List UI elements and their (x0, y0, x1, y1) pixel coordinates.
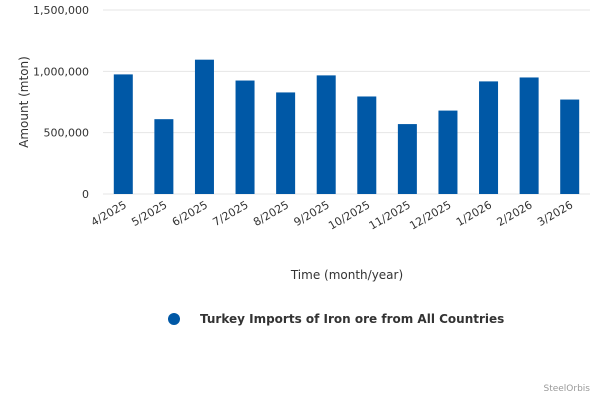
bar[interactable] (479, 81, 499, 194)
x-tick-label: 1/2026 (454, 198, 494, 229)
x-tick-label: 11/2025 (367, 198, 413, 232)
bar[interactable] (357, 96, 377, 194)
x-tick-label: 5/2025 (129, 198, 169, 229)
bar[interactable] (276, 92, 296, 194)
bar[interactable] (113, 74, 133, 194)
x-tick-label: 9/2025 (292, 198, 332, 229)
y-tick-label: 0 (82, 188, 89, 201)
x-tick-label: 10/2025 (326, 198, 372, 232)
bar[interactable] (519, 77, 539, 194)
legend[interactable]: Turkey Imports of Iron ore from All Coun… (168, 312, 504, 326)
x-tick-label: 2/2026 (495, 198, 535, 229)
x-tick-label: 12/2025 (407, 198, 453, 232)
y-axis-title: Amount (mton) (17, 56, 31, 148)
y-tick-label: 1,500,000 (33, 4, 89, 17)
bar[interactable] (235, 80, 255, 194)
credit-text[interactable]: SteelOrbis (543, 384, 590, 394)
bar[interactable] (194, 59, 214, 195)
y-tick-label: 500,000 (44, 127, 90, 140)
x-tick-label: 3/2026 (535, 198, 575, 229)
legend-marker (168, 313, 180, 325)
bar[interactable] (438, 110, 458, 194)
bar[interactable] (397, 124, 417, 194)
bar[interactable] (560, 99, 580, 194)
x-axis-ticks: 4/2025 5/2025 6/2025 7/2025 8/2025 9/202510/2… (89, 198, 575, 232)
bar[interactable] (154, 119, 174, 194)
x-tick-label: 6/2025 (170, 198, 210, 229)
grid-lines (103, 9, 590, 195)
bar[interactable] (316, 75, 336, 194)
y-axis-ticks: 0 500,000 1,000,000 1,500,000 (33, 4, 89, 201)
x-axis-title: Time (month/year) (290, 268, 403, 282)
legend-label: Turkey Imports of Iron ore from All Coun… (200, 312, 505, 326)
x-tick-label: 4/2025 (89, 198, 129, 229)
x-tick-label: 7/2025 (211, 198, 251, 229)
y-tick-label: 1,000,000 (33, 65, 89, 78)
bars (113, 59, 580, 195)
x-tick-label: 8/2025 (251, 198, 291, 229)
